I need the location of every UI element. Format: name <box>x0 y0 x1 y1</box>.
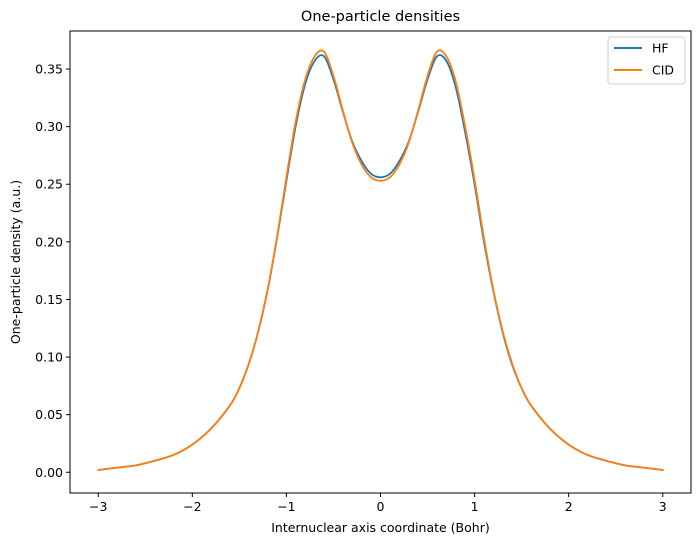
y-tick-label: 0.00 <box>35 465 63 480</box>
x-tick-label: 1 <box>471 499 479 514</box>
y-tick-label: 0.20 <box>35 234 63 249</box>
x-tick-label: 3 <box>659 499 667 514</box>
y-tick-label: 0.25 <box>35 177 63 192</box>
y-tick-label: 0.30 <box>35 119 63 134</box>
x-tick-label: 2 <box>565 499 573 514</box>
x-axis-label: Internuclear axis coordinate (Bohr) <box>271 520 489 535</box>
legend-label-hf: HF <box>652 41 669 56</box>
plot-lines <box>97 49 664 471</box>
x-tick-label: −2 <box>183 499 201 514</box>
series-line-cid <box>97 49 664 471</box>
y-tick-label: 0.15 <box>35 292 63 307</box>
x-axis: −3 −2 −1 0 1 2 3 <box>89 493 667 514</box>
x-tick-label: −1 <box>277 499 295 514</box>
y-tick-label: 0.35 <box>35 62 63 77</box>
y-axis: 0.00 0.05 0.10 0.15 0.20 0.25 0.30 0.35 <box>35 62 70 480</box>
x-tick-label: −3 <box>89 499 107 514</box>
legend: HF CID <box>607 36 686 85</box>
y-tick-label: 0.10 <box>35 350 63 365</box>
y-axis-label: One-particle density (a.u.) <box>8 180 23 344</box>
x-tick-label: 0 <box>377 499 385 514</box>
y-tick-label: 0.05 <box>35 407 63 422</box>
legend-label-cid: CID <box>652 63 674 78</box>
chart-title: One-particle densities <box>301 9 460 25</box>
